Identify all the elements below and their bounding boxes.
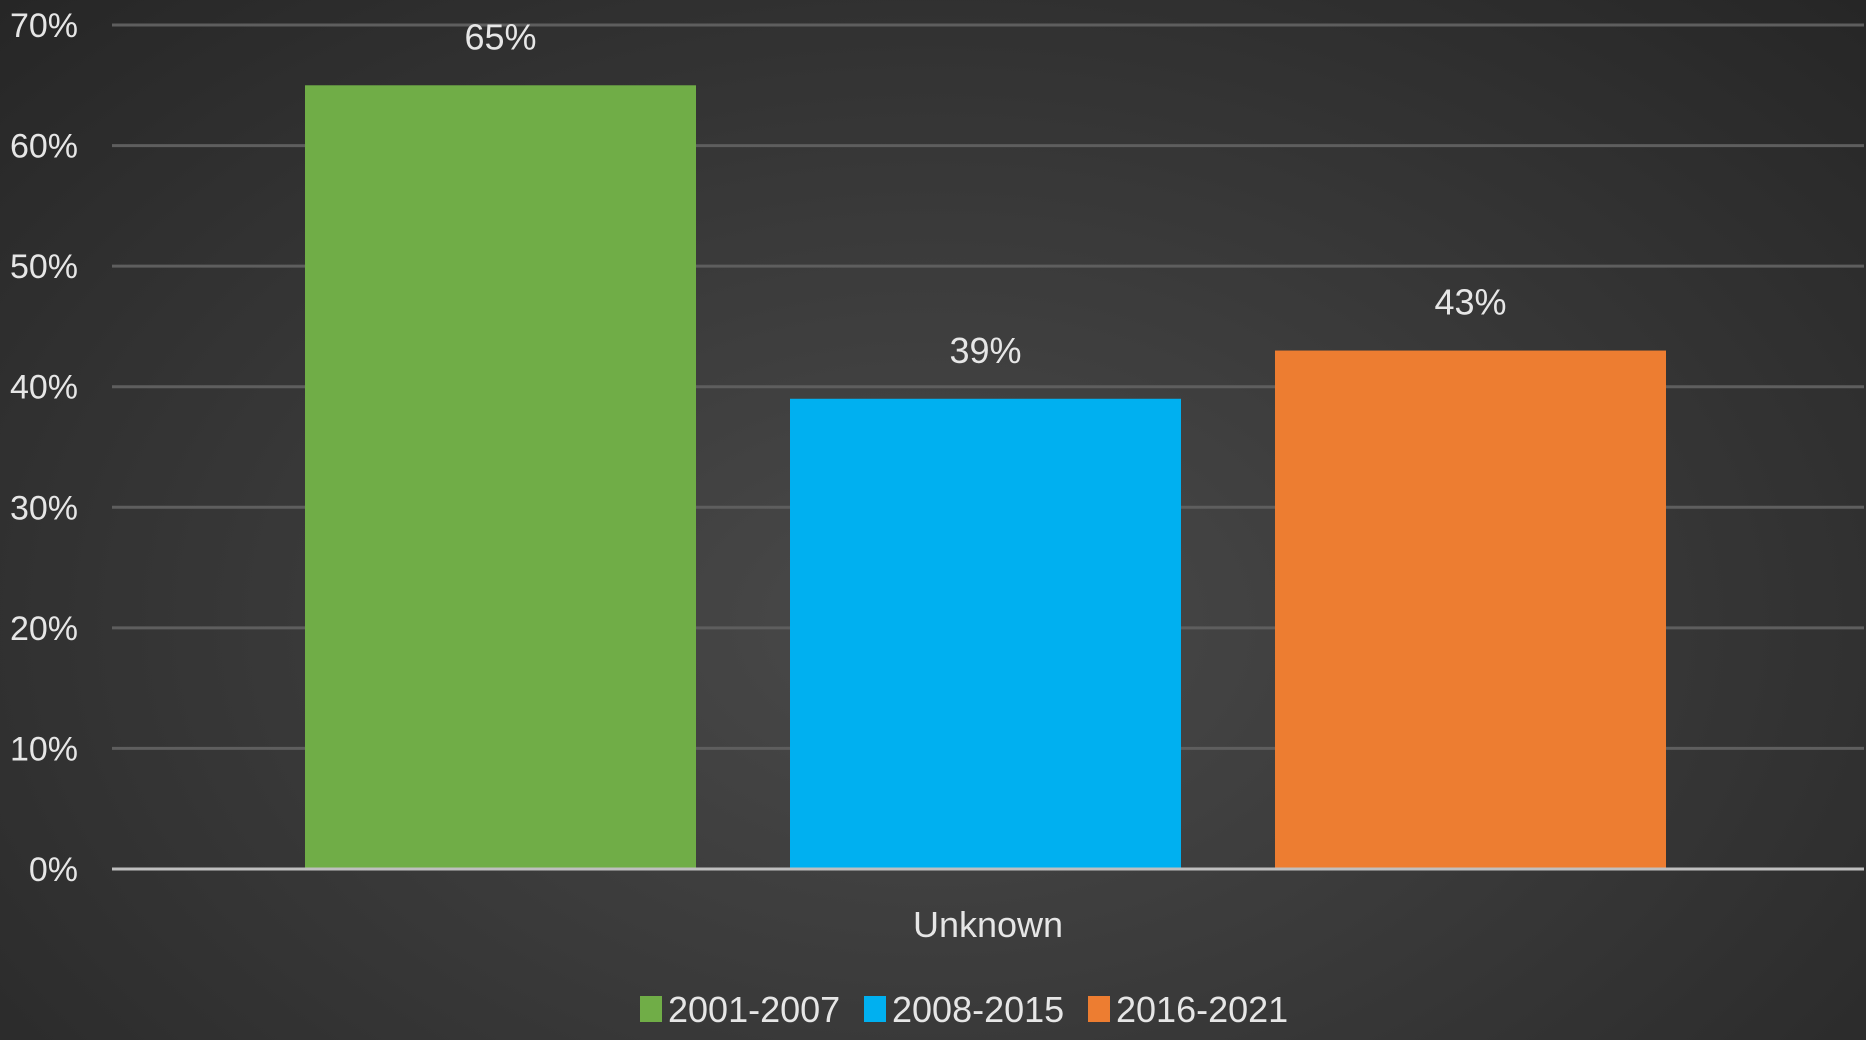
bars xyxy=(305,85,1666,870)
bar-2008-2015 xyxy=(790,398,1181,869)
y-tick-label: 20% xyxy=(10,610,78,648)
legend-label: 2016-2021 xyxy=(1116,989,1288,1030)
legend-swatch xyxy=(1088,996,1110,1022)
x-axis-category-label: Unknown xyxy=(913,904,1063,945)
bar-2016-2021 xyxy=(1275,350,1666,869)
y-tick-label: 70% xyxy=(10,7,78,45)
legend-label: 2008-2015 xyxy=(892,989,1064,1030)
data-label: 65% xyxy=(464,16,536,57)
data-labels: 65% 39% 43% xyxy=(464,16,1506,370)
y-tick-label: 30% xyxy=(10,489,78,527)
data-label: 43% xyxy=(1434,282,1506,323)
y-tick-label: 60% xyxy=(10,128,78,166)
data-label: 39% xyxy=(949,330,1021,371)
y-tick-label: 50% xyxy=(10,248,78,286)
y-tick-label: 40% xyxy=(10,369,78,407)
legend-label: 2001-2007 xyxy=(668,989,840,1030)
bar-2001-2007 xyxy=(305,85,696,870)
legend-swatch xyxy=(864,996,886,1022)
legend: 2001-2007 2008-2015 2016-2021 xyxy=(640,989,1288,1030)
y-axis-tick-labels: 0% 10% 20% 30% 40% 50% 60% 70% xyxy=(10,7,78,889)
y-tick-label: 10% xyxy=(10,730,78,768)
y-tick-label: 0% xyxy=(29,851,78,889)
legend-swatch xyxy=(640,996,662,1022)
